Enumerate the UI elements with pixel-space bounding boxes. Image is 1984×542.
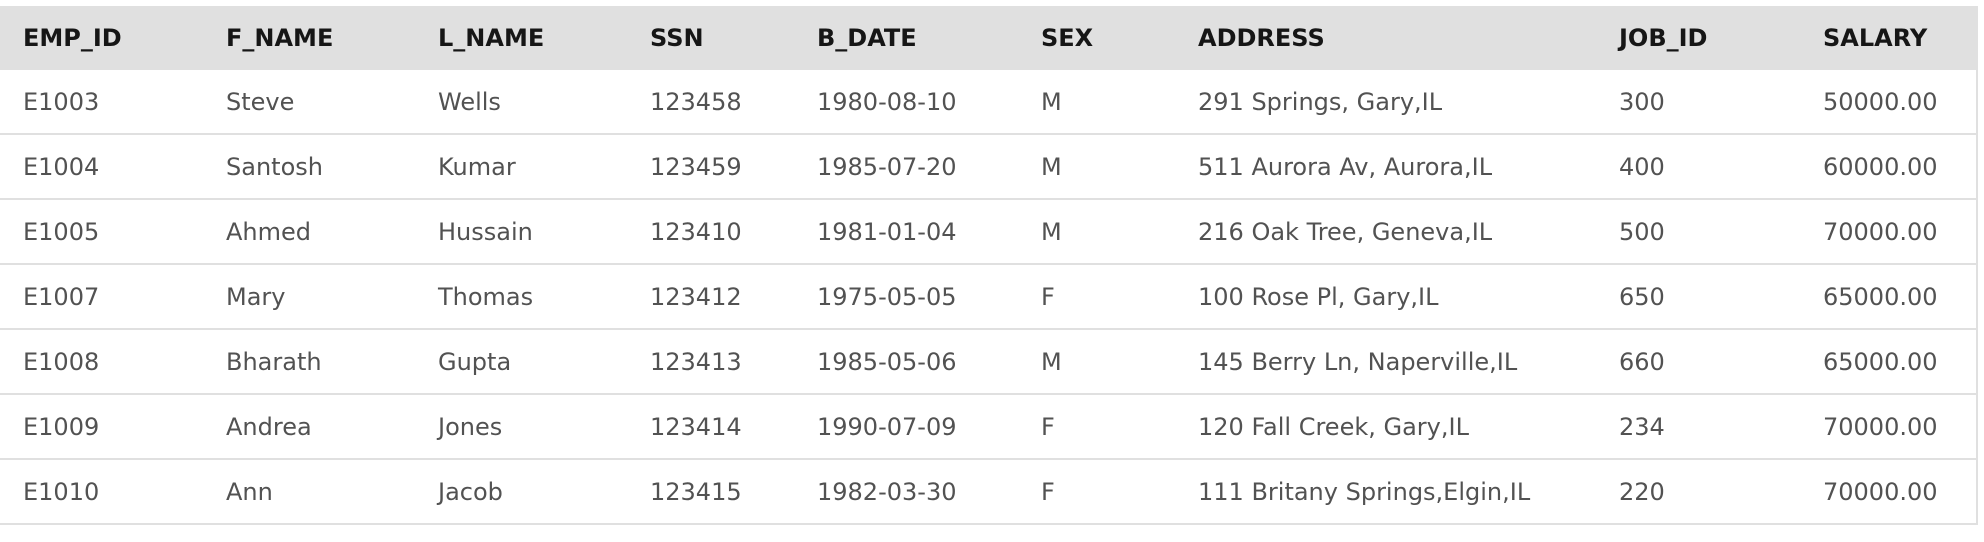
table-cell: Hussain — [415, 199, 627, 265]
table-body: E1003 Steve Wells 123458 1980-08-10 M 291 Spri… — [0, 70, 1976, 525]
table-container: EMP_ID F_NAME L_NAME SSN B_DATE SEX ADDRESS JOB… — [0, 6, 1978, 525]
table-cell: Jacob — [415, 459, 627, 525]
table-row: E1008 Bharath Gupta 123413 1985-05-06 M 145 Be… — [0, 329, 1976, 395]
table-cell: 660 — [1596, 329, 1800, 395]
table-cell: 1975-05-05 — [794, 264, 1018, 330]
table-cell: 70000.00 — [1800, 459, 1976, 525]
table-cell: 123458 — [627, 70, 794, 135]
table-cell: E1007 — [0, 264, 203, 330]
table-row: E1004 Santosh Kumar 123459 1985-07-20 M 511 Au… — [0, 134, 1976, 200]
table-cell: 1990-07-09 — [794, 394, 1018, 460]
table-cell: 291 Springs, Gary,IL — [1175, 70, 1596, 135]
table-cell: Mary — [203, 264, 415, 330]
table-cell: 65000.00 — [1800, 329, 1976, 395]
table-cell: F — [1018, 394, 1175, 460]
table-header: EMP_ID F_NAME L_NAME SSN B_DATE SEX ADDRESS JOB… — [0, 6, 1976, 70]
table-row: E1010 Ann Jacob 123415 1982-03-30 F 111 Britan… — [0, 459, 1976, 525]
table-cell: 1982-03-30 — [794, 459, 1018, 525]
table-cell: Bharath — [203, 329, 415, 395]
table-cell: Gupta — [415, 329, 627, 395]
table-cell: 1985-05-06 — [794, 329, 1018, 395]
table-cell: 145 Berry Ln, Naperville,IL — [1175, 329, 1596, 395]
table-cell: E1004 — [0, 134, 203, 200]
table-cell: 123459 — [627, 134, 794, 200]
table-row: E1005 Ahmed Hussain 123410 1981-01-04 M 216 Oa… — [0, 199, 1976, 265]
table-cell: 220 — [1596, 459, 1800, 525]
table-cell: Santosh — [203, 134, 415, 200]
table-row: E1009 Andrea Jones 123414 1990-07-09 F 120 Fal… — [0, 394, 1976, 460]
table-cell: 1980-08-10 — [794, 70, 1018, 135]
table-cell: F — [1018, 459, 1175, 525]
table-cell: 60000.00 — [1800, 134, 1976, 200]
table-cell: 123412 — [627, 264, 794, 330]
table-cell: E1005 — [0, 199, 203, 265]
column-header: JOB_ID — [1596, 6, 1800, 70]
table-cell: 123413 — [627, 329, 794, 395]
table-row: E1007 Mary Thomas 123412 1975-05-05 F 100 Rose… — [0, 264, 1976, 330]
column-header: L_NAME — [415, 6, 627, 70]
table-cell: 120 Fall Creek, Gary,IL — [1175, 394, 1596, 460]
column-header: SEX — [1018, 6, 1175, 70]
table-cell: 650 — [1596, 264, 1800, 330]
table-cell: 234 — [1596, 394, 1800, 460]
table-cell: Thomas — [415, 264, 627, 330]
table-cell: 123414 — [627, 394, 794, 460]
table-cell: E1008 — [0, 329, 203, 395]
data-table: EMP_ID F_NAME L_NAME SSN B_DATE SEX ADDRESS JOB… — [0, 6, 1976, 525]
table-cell: 123410 — [627, 199, 794, 265]
table-cell: 511 Aurora Av, Aurora,IL — [1175, 134, 1596, 200]
table-cell: 216 Oak Tree, Geneva,IL — [1175, 199, 1596, 265]
table-cell: Kumar — [415, 134, 627, 200]
table-cell: 300 — [1596, 70, 1800, 135]
column-header: ADDRESS — [1175, 6, 1596, 70]
table-cell: F — [1018, 264, 1175, 330]
column-header: F_NAME — [203, 6, 415, 70]
table-cell: E1009 — [0, 394, 203, 460]
table-cell: Ann — [203, 459, 415, 525]
table-cell: 100 Rose Pl, Gary,IL — [1175, 264, 1596, 330]
table-cell: M — [1018, 134, 1175, 200]
table-cell: 400 — [1596, 134, 1800, 200]
table-cell: M — [1018, 70, 1175, 135]
table-cell: E1003 — [0, 70, 203, 135]
table-cell: Wells — [415, 70, 627, 135]
table-cell: 123415 — [627, 459, 794, 525]
table-cell: 1981-01-04 — [794, 199, 1018, 265]
table-cell: M — [1018, 199, 1175, 265]
table-cell: 70000.00 — [1800, 394, 1976, 460]
table-cell: Steve — [203, 70, 415, 135]
table-cell: 65000.00 — [1800, 264, 1976, 330]
table-cell: 70000.00 — [1800, 199, 1976, 265]
column-header: B_DATE — [794, 6, 1018, 70]
table-cell: Ahmed — [203, 199, 415, 265]
table-cell: 1985-07-20 — [794, 134, 1018, 200]
table-cell: 50000.00 — [1800, 70, 1976, 135]
column-header: SALARY — [1800, 6, 1976, 70]
table-cell: Andrea — [203, 394, 415, 460]
table-cell: Jones — [415, 394, 627, 460]
table-cell: M — [1018, 329, 1175, 395]
column-header: SSN — [627, 6, 794, 70]
table-cell: E1010 — [0, 459, 203, 525]
column-header: EMP_ID — [0, 6, 203, 70]
header-row: EMP_ID F_NAME L_NAME SSN B_DATE SEX ADDRESS JOB… — [0, 6, 1976, 70]
table-cell: 111 Britany Springs,Elgin,IL — [1175, 459, 1596, 525]
table-cell: 500 — [1596, 199, 1800, 265]
table-row: E1003 Steve Wells 123458 1980-08-10 M 291 Spri… — [0, 70, 1976, 135]
